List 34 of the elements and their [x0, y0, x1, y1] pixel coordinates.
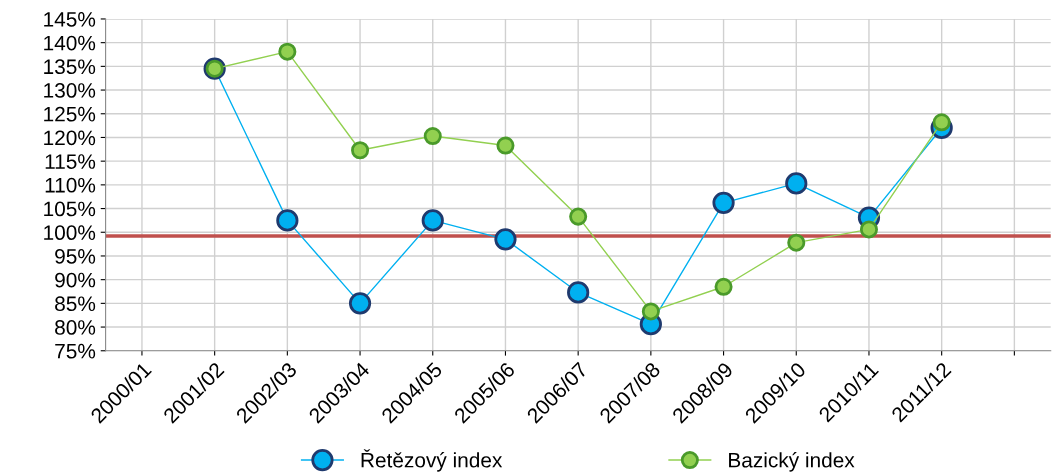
point [712, 191, 735, 214]
y-tick-label: 75% [55, 343, 96, 359]
point [351, 141, 370, 160]
y-tick-label: 80% [55, 320, 96, 335]
point [278, 42, 297, 61]
point [496, 136, 515, 155]
y-tick-label: 100% [44, 225, 96, 241]
y-tick-label: 135% [44, 59, 96, 75]
y-tick-label: 95% [55, 248, 96, 264]
legend-label: Řetězový index [361, 449, 503, 472]
point [421, 209, 444, 232]
point [569, 207, 588, 226]
point [348, 292, 372, 315]
y-tick-label: 120% [44, 130, 96, 146]
point [276, 209, 299, 232]
y-tick-label: 125% [44, 106, 96, 122]
y-tick-label: 105% [44, 201, 96, 217]
point [714, 277, 733, 296]
y-tick-label: 110% [45, 177, 96, 193]
legend-label: Bazický index [729, 452, 855, 472]
y-tick-label: 140% [44, 35, 96, 51]
point [423, 127, 442, 146]
point [787, 233, 806, 252]
point [494, 228, 517, 251]
y-tick-label: 115% [45, 154, 96, 169]
point [785, 172, 808, 195]
point [932, 113, 951, 132]
y-tick-label: 90% [55, 272, 96, 288]
y-tick-label: 130% [44, 83, 96, 98]
point [567, 281, 590, 304]
point [641, 302, 660, 321]
y-tick-label: 85% [55, 296, 96, 312]
point [859, 220, 878, 239]
y-tick-label: 145% [44, 12, 96, 27]
